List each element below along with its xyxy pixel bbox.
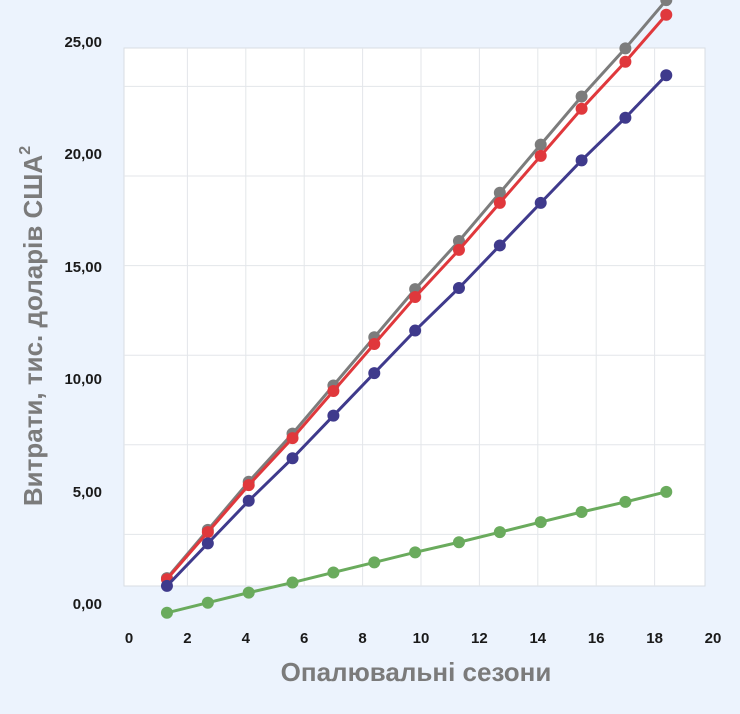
data-point-navy [452,282,465,294]
series-green [160,485,673,619]
y-axis-ticks: 0,00 5,00 10,00 15,00 20,00 25,00 [64,34,102,613]
data-point-red [493,196,506,209]
data-point-red [368,338,381,350]
data-point-gray [534,138,547,151]
data-point-green [286,576,299,589]
x-tick-label: 6 [300,630,308,647]
data-point-green [619,495,632,508]
data-point-navy [286,452,299,465]
data-point-navy [493,239,506,252]
x-tick-label: 20 [705,630,722,647]
data-point-red [660,8,673,21]
x-tick-label: 12 [471,630,488,647]
x-axis-ticks: 0 2 4 6 8 10 12 14 16 18 20 [125,630,722,647]
series-navy [160,69,673,592]
data-point-green [201,596,214,609]
data-point-navy [242,494,255,507]
data-point-red [452,243,465,256]
data-point-gray [619,42,632,55]
data-point-navy [368,367,381,380]
x-tick-label: 16 [588,630,605,647]
x-axis-title: Опалювальні сезони [281,657,552,687]
data-point-green [452,536,465,549]
data-point-green [409,546,422,559]
data-point-green [575,506,588,518]
plot-area [123,47,706,587]
y-tick-label: 10,00 [64,371,102,388]
data-point-navy [575,154,588,167]
data-point-red [201,526,214,539]
data-point-navy [660,69,673,82]
data-point-green [368,556,381,569]
data-point-red [534,149,547,162]
data-point-navy [619,111,632,124]
data-point-green [660,485,673,498]
y-tick-label: 20,00 [64,146,102,163]
x-tick-label: 10 [413,630,430,647]
data-point-gray [493,186,506,199]
x-tick-label: 14 [529,630,546,647]
x-tick-label: 0 [125,630,133,647]
data-point-gray [575,90,588,103]
y-axis-title-text: Витрати, тис. доларів США [18,155,48,507]
data-point-navy [327,409,340,422]
data-point-green [493,526,506,539]
y-tick-label: 15,00 [64,259,102,276]
data-point-red [575,102,588,115]
data-point-green [160,606,173,619]
data-point-red [242,479,255,492]
series-layer [160,0,673,619]
data-point-red [619,55,632,68]
data-point-red [409,290,422,303]
data-point-navy [409,324,422,337]
data-point-green [327,566,340,579]
y-tick-label: 0,00 [73,596,102,613]
data-point-green [242,586,255,599]
y-tick-label: 5,00 [73,484,102,501]
data-point-gray [452,234,465,247]
x-tick-label: 18 [646,630,663,647]
grid [124,48,705,586]
y-axis-title-superscript: 2 [17,146,34,155]
x-tick-label: 8 [358,630,366,647]
x-tick-label: 4 [242,630,251,647]
data-point-red [327,385,340,398]
data-point-navy [160,579,173,592]
y-tick-label: 25,00 [64,34,102,51]
data-point-navy [201,537,214,550]
y-axis-title: Витрати, тис. доларів США2 [17,146,48,506]
series-red [160,8,673,586]
data-point-red [286,432,299,445]
data-point-navy [534,196,547,209]
data-point-gray [660,0,673,7]
data-point-green [534,516,547,529]
x-tick-label: 2 [183,630,191,647]
